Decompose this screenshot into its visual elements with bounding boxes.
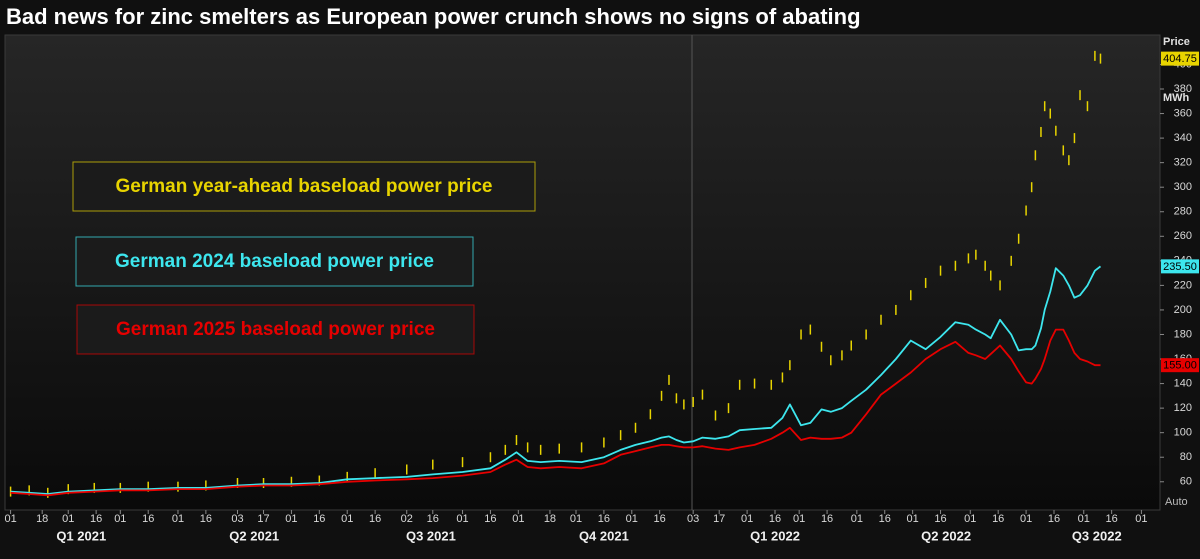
period-label: Q1 2021	[56, 528, 106, 543]
x-tick-label: 01	[285, 513, 297, 525]
period-label: Q2 2022	[921, 528, 971, 543]
x-tick-label: 17	[257, 513, 269, 525]
x-tick-label: 01	[907, 513, 919, 525]
x-tick-label: 01	[4, 513, 16, 525]
price-line	[10, 328, 1101, 497]
y-tick-label: 200	[1174, 304, 1192, 316]
x-tick-label: 18	[544, 513, 556, 525]
x-tick-label: 01	[570, 513, 582, 525]
x-tick-label: 16	[598, 513, 610, 525]
x-tick-label: 01	[62, 513, 74, 525]
period-label: Q3 2021	[406, 528, 456, 543]
x-tick-label: 01	[512, 513, 524, 525]
y-tick-label: 180	[1174, 328, 1192, 340]
x-tick-label: 16	[769, 513, 781, 525]
y-tick-label: 220	[1174, 279, 1192, 291]
last-value-badge	[1161, 259, 1199, 274]
x-tick-label: 01	[341, 513, 353, 525]
y-tick-label: 380	[1174, 83, 1192, 95]
last-value-label: 404.75	[1163, 53, 1197, 65]
x-tick-label: 01	[626, 513, 638, 525]
x-tick-label: 16	[313, 513, 325, 525]
y-tick-label: 360	[1174, 107, 1192, 119]
x-tick-label: 01	[1020, 513, 1032, 525]
y-tick-label: 120	[1174, 402, 1192, 414]
x-tick-label: 16	[90, 513, 102, 525]
x-tick-label: 01	[741, 513, 753, 525]
x-tick-label: 03	[231, 513, 243, 525]
period-label: Q1 2022	[750, 528, 800, 543]
last-value-label: 155.00	[1163, 360, 1197, 372]
y-axis-unit: MWh	[1163, 92, 1190, 104]
scale-mode: Auto	[1165, 496, 1188, 508]
x-tick-label: 16	[1106, 513, 1118, 525]
x-tick-label: 02	[401, 513, 413, 525]
y-tick-label: 140	[1174, 377, 1192, 389]
y-tick-label: 100	[1174, 427, 1192, 439]
y-tick-label: 80	[1180, 451, 1192, 463]
legend-box	[72, 161, 536, 212]
x-tick-label: 01	[456, 513, 468, 525]
y-tick-label: 300	[1174, 181, 1192, 193]
x-tick-label: 16	[427, 513, 439, 525]
period-label: Q4 2021	[579, 528, 629, 543]
y-tick-label: 280	[1174, 206, 1192, 218]
last-value-label: 235.50	[1163, 261, 1197, 273]
price-line	[10, 265, 1102, 495]
x-tick-label: 16	[992, 513, 1004, 525]
x-tick-label: 01	[172, 513, 184, 525]
x-tick-label: 01	[1078, 513, 1090, 525]
x-tick-label: 16	[484, 513, 496, 525]
y-tick-label: 260	[1174, 230, 1192, 242]
x-tick-label: 17	[713, 513, 725, 525]
y-tick-label: 60	[1180, 476, 1192, 488]
x-tick-label: 16	[200, 513, 212, 525]
legend-box	[76, 304, 475, 355]
y-tick-label: 340	[1174, 132, 1192, 144]
chart-title: Bad news for zinc smelters as European p…	[6, 4, 861, 29]
y-axis-label: Price	[1163, 36, 1190, 48]
legend-label: German 2025 baseload power price	[116, 319, 435, 340]
x-tick-label: 01	[851, 513, 863, 525]
x-tick-label: 01	[964, 513, 976, 525]
x-tick-label: 16	[879, 513, 891, 525]
x-tick-label: 16	[1048, 513, 1060, 525]
x-tick-label: 16	[934, 513, 946, 525]
period-label: Q2 2021	[229, 528, 279, 543]
legend-box	[75, 236, 474, 287]
x-tick-label: 03	[687, 513, 699, 525]
last-value-badge	[1161, 358, 1199, 373]
x-tick-label: 01	[793, 513, 805, 525]
x-tick-label: 16	[142, 513, 154, 525]
last-value-badge	[1161, 51, 1199, 66]
legend-label: German 2024 baseload power price	[115, 251, 434, 272]
x-tick-label: 01	[114, 513, 126, 525]
x-tick-label: 16	[654, 513, 666, 525]
x-tick-label: 16	[821, 513, 833, 525]
x-tick-label: 01	[1135, 513, 1147, 525]
y-tick-label: 320	[1174, 157, 1192, 169]
legend-label: German year-ahead baseload power price	[116, 176, 493, 197]
x-tick-label: 18	[36, 513, 48, 525]
x-tick-label: 16	[369, 513, 381, 525]
period-label: Q3 2022	[1072, 528, 1122, 543]
